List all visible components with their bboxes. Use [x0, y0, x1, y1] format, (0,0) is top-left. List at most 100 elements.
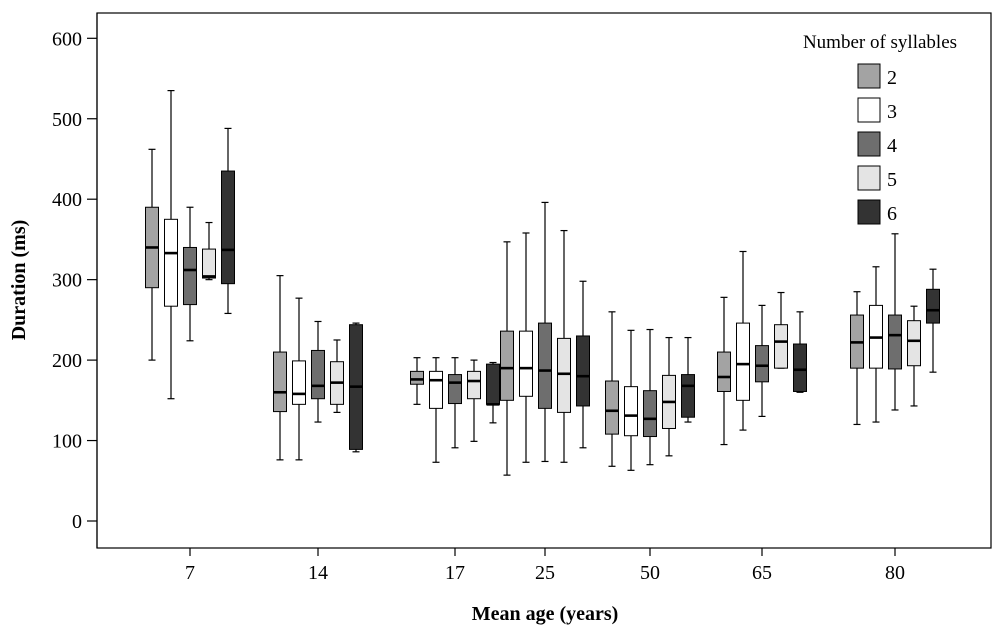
- box-iqr: [681, 374, 695, 418]
- box: [643, 328, 657, 466]
- box: [755, 304, 769, 418]
- box: [557, 229, 571, 463]
- box-iqr: [202, 248, 216, 279]
- legend-swatch-4: [857, 131, 881, 157]
- box-iqr: [164, 218, 178, 307]
- legend-label-5: 5: [887, 169, 897, 191]
- x-axis: 7 14 17 25 50 65 80: [185, 548, 905, 584]
- box-iqr: [643, 390, 657, 438]
- legend-label-3: 3: [887, 101, 897, 123]
- box: [519, 232, 533, 463]
- box-groups: [145, 89, 940, 476]
- box: [202, 221, 216, 281]
- box-iqr: [221, 170, 235, 285]
- box-iqr: [311, 349, 325, 400]
- y-tick-label: 100: [52, 431, 82, 453]
- box-iqr: [538, 322, 552, 409]
- series-3-boxes: [164, 89, 883, 471]
- box: [793, 311, 807, 393]
- box: [292, 297, 306, 461]
- box-iqr: [576, 335, 590, 407]
- box: [736, 250, 750, 431]
- box: [164, 89, 178, 400]
- box: [410, 357, 424, 405]
- box-iqr: [907, 320, 921, 367]
- box-iqr: [292, 360, 306, 405]
- x-tick-label: 80: [885, 562, 905, 584]
- box-iqr: [448, 374, 462, 405]
- x-tick-label: 65: [752, 562, 772, 584]
- box: [681, 336, 695, 423]
- box-iqr: [500, 330, 514, 401]
- box: [850, 291, 864, 426]
- box: [273, 275, 287, 461]
- box: [221, 127, 235, 315]
- box: [774, 291, 788, 369]
- box: [145, 148, 159, 361]
- y-tick-label: 300: [52, 270, 82, 292]
- x-tick-label: 14: [308, 562, 328, 584]
- y-tick-label: 500: [52, 109, 82, 131]
- box-iqr: [774, 324, 788, 369]
- legend-label-4: 4: [887, 135, 897, 157]
- box-iqr: [410, 370, 424, 385]
- box-iqr: [519, 330, 533, 397]
- box: [926, 268, 940, 373]
- box: [183, 206, 197, 342]
- box-iqr: [793, 343, 807, 392]
- box-iqr: [755, 345, 769, 383]
- legend-swatch-6: [857, 199, 881, 225]
- box-iqr: [429, 370, 443, 409]
- x-tick-label: 50: [640, 562, 660, 584]
- box-iqr: [926, 288, 940, 324]
- box: [605, 311, 619, 467]
- box-iqr: [624, 386, 638, 437]
- box: [662, 336, 676, 457]
- box: [467, 359, 481, 442]
- legend-swatch-3: [857, 97, 881, 123]
- legend-title: Number of syllables: [803, 32, 957, 53]
- box-iqr: [486, 363, 500, 405]
- y-axis: 0 100 200 300 400 500 600: [52, 13, 98, 548]
- series-2-boxes: [145, 148, 864, 476]
- box: [888, 233, 902, 411]
- box-iqr: [888, 314, 902, 370]
- box-iqr: [273, 351, 287, 413]
- box-iqr: [183, 246, 197, 306]
- y-tick-label: 200: [52, 350, 82, 372]
- box: [717, 296, 731, 446]
- legend: Number of syllables 2 3 4 5 6: [803, 32, 957, 225]
- box: [311, 320, 325, 423]
- box: [349, 322, 363, 453]
- x-tick-label: 17: [445, 562, 465, 584]
- box: [486, 361, 500, 424]
- box: [624, 329, 638, 471]
- box: [448, 357, 462, 449]
- box: [429, 357, 443, 463]
- y-tick-label: 0: [72, 511, 82, 533]
- box: [869, 266, 883, 423]
- legend-swatch-2: [857, 63, 881, 89]
- box-iqr: [605, 380, 619, 435]
- y-tick-label: 400: [52, 189, 82, 211]
- box-iqr: [557, 337, 571, 413]
- box-iqr: [467, 370, 481, 400]
- legend-swatch-5: [857, 165, 881, 191]
- box: [538, 201, 552, 463]
- x-tick-label: 25: [535, 562, 555, 584]
- series-5-boxes: [202, 221, 921, 463]
- box: [907, 305, 921, 407]
- y-tick-label: 600: [52, 28, 82, 50]
- series-4-boxes: [183, 201, 902, 466]
- y-axis-label: Duration (ms): [8, 220, 30, 341]
- x-tick-label: 7: [185, 562, 195, 584]
- legend-label-2: 2: [887, 67, 897, 89]
- box: [576, 280, 590, 449]
- x-axis-label: Mean age (years): [472, 603, 619, 625]
- series-6-boxes: [221, 127, 940, 453]
- box: [330, 339, 344, 413]
- box-iqr: [717, 351, 731, 392]
- box: [500, 241, 514, 476]
- box-iqr: [736, 322, 750, 401]
